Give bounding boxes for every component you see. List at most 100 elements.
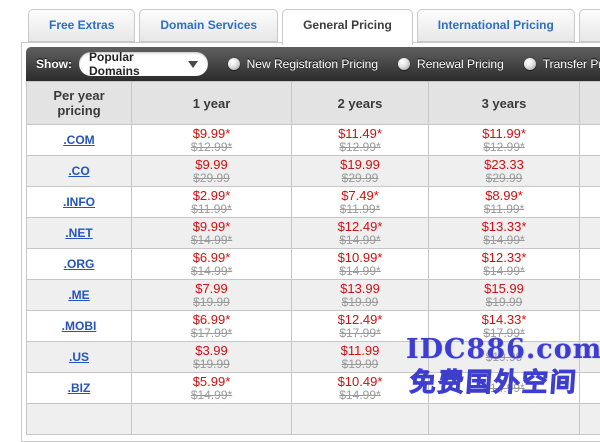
table-row: .ME $7.99$19.99 $13.99$19.99 $15.99$19.9… [27,280,600,311]
price-cell-3-years: $8.99*$11.99* [429,187,580,218]
tab-general-pricing[interactable]: General Pricing [282,9,413,45]
price-cell-2-years [292,404,429,435]
old-price: $19.99 [292,296,428,309]
new-price: $13.33* [429,219,579,234]
new-price: $9.99* [132,126,291,141]
old-price: $14.99* [429,234,579,247]
price-cell-3-years: $13.33*$14.99* [429,218,580,249]
price-cell-3-years: $14.33*$17.99* [429,311,580,342]
dropdown-selected-value: Popular Domains [89,50,188,78]
radio-label: Transfer Pricing [543,57,600,71]
price-cell-2-years: $7.49*$11.99* [292,187,429,218]
price-cell-2-years: $12.49*$17.99* [292,311,429,342]
price-cell-2-years: $12.49*$14.99* [292,218,429,249]
tld-link[interactable]: .ORG [64,257,95,271]
old-price: $19.99 [292,358,428,371]
old-price: $29.99 [132,172,291,185]
old-price: $12.99* [132,141,291,154]
tld-link[interactable]: .ME [68,288,89,302]
old-price: $29.99 [429,172,579,185]
price-cell-3-years: $14.99* [429,373,580,404]
tld-cell: .CO [27,156,132,187]
price-cell-2-years: $10.49*$14.99* [292,373,429,404]
price-cell-1-year: $9.99$29.99 [132,156,292,187]
new-price: $6.99* [132,312,291,327]
old-price: $19.99 [132,296,291,309]
old-price: $14.99* [292,265,428,278]
tld-link[interactable]: .INFO [63,195,95,209]
extra-cell [580,156,600,187]
tld-link[interactable]: .NET [65,226,92,240]
header-2-years: 2 years [292,82,429,125]
filter-toolbar: Show: Popular Domains New Registration P… [26,47,600,81]
tld-link[interactable]: .COM [63,133,94,147]
extra-cell [580,249,600,280]
tld-link[interactable]: .BIZ [68,381,91,395]
tab-international-pricing[interactable]: International Pricing [417,9,575,42]
old-price: $17.99* [292,327,428,340]
tld-cell: .COM [27,125,132,156]
show-label: Show: [36,57,72,71]
header-extra [580,82,600,125]
new-price: $11.99 [292,343,428,358]
tld-cell: .ORG [27,249,132,280]
tld-cell: .US [27,342,132,373]
new-price: $2.99* [132,188,291,203]
tld-cell: .BIZ [27,373,132,404]
price-cell-3-years: $15.99$19.99 [429,280,580,311]
new-price: $10.99* [292,250,428,265]
table-row [27,404,600,435]
tld-link[interactable]: .CO [68,164,89,178]
price-cell-1-year: $2.99*$11.99* [132,187,292,218]
old-price: $12.99* [292,141,428,154]
price-cell-1-year: $5.99*$14.99* [132,373,292,404]
new-price: $14.33* [429,312,579,327]
new-price: $8.99* [429,188,579,203]
new-price: $9.99 [132,157,291,172]
extra-cell [580,373,600,404]
header-1-year: 1 year [132,82,292,125]
new-price: $11.99* [429,126,579,141]
old-price: $19.99 [429,296,579,309]
old-price: $11.99* [429,203,579,216]
price-cell-3-years: $11.99*$12.99* [429,125,580,156]
extra-cell [580,311,600,342]
extra-cell [580,342,600,373]
new-price: $12.49* [292,219,428,234]
radio-renewal-pricing[interactable]: Renewal Pricing [398,57,504,71]
price-cell-1-year: $6.99*$14.99* [132,249,292,280]
new-price: $12.33* [429,250,579,265]
new-price: $19.99 [292,157,428,172]
domain-category-dropdown[interactable]: Popular Domains [79,52,208,76]
old-price: $14.99* [132,234,291,247]
new-price: $7.49* [292,188,428,203]
radio-bullet-icon [228,58,240,70]
old-price: $17.99* [429,327,579,340]
old-price: $14.99* [429,382,579,395]
tab-domain-services[interactable]: Domain Services [139,9,278,42]
table-row: .BIZ $5.99*$14.99* $10.49*$14.99* $14.99… [27,373,600,404]
new-price: $6.99* [132,250,291,265]
extra-cell [580,404,600,435]
tld-cell [27,404,132,435]
radio-label: New Registration Pricing [247,57,378,71]
pricing-panel: Show: Popular Domains New Registration P… [21,42,600,442]
old-price: $11.99* [132,203,291,216]
old-price: $14.99* [132,265,291,278]
tld-link[interactable]: .US [69,350,89,364]
table-row: .COM $9.99*$12.99* $11.49*$12.99* $11.99… [27,125,600,156]
price-cell-1-year: $7.99$19.99 [132,280,292,311]
price-cell-3-years: $23.33$29.99 [429,156,580,187]
tab-free-extras[interactable]: Free Extras [28,9,135,42]
new-price: $15.99 [429,281,579,296]
radio-new-registration-pricing[interactable]: New Registration Pricing [228,57,378,71]
price-cell-2-years: $13.99$19.99 [292,280,429,311]
table-row: .CO $9.99$29.99 $19.99$29.99 $23.33$29.9… [27,156,600,187]
tld-cell: .NET [27,218,132,249]
price-cell-1-year: $6.99*$17.99* [132,311,292,342]
tld-link[interactable]: .MOBI [62,319,97,333]
chevron-down-icon [188,61,198,68]
radio-transfer-pricing[interactable]: Transfer Pricing [524,57,600,71]
tab-bulk-pricing[interactable]: Bulk Pricing [579,9,600,42]
tld-cell: .MOBI [27,311,132,342]
